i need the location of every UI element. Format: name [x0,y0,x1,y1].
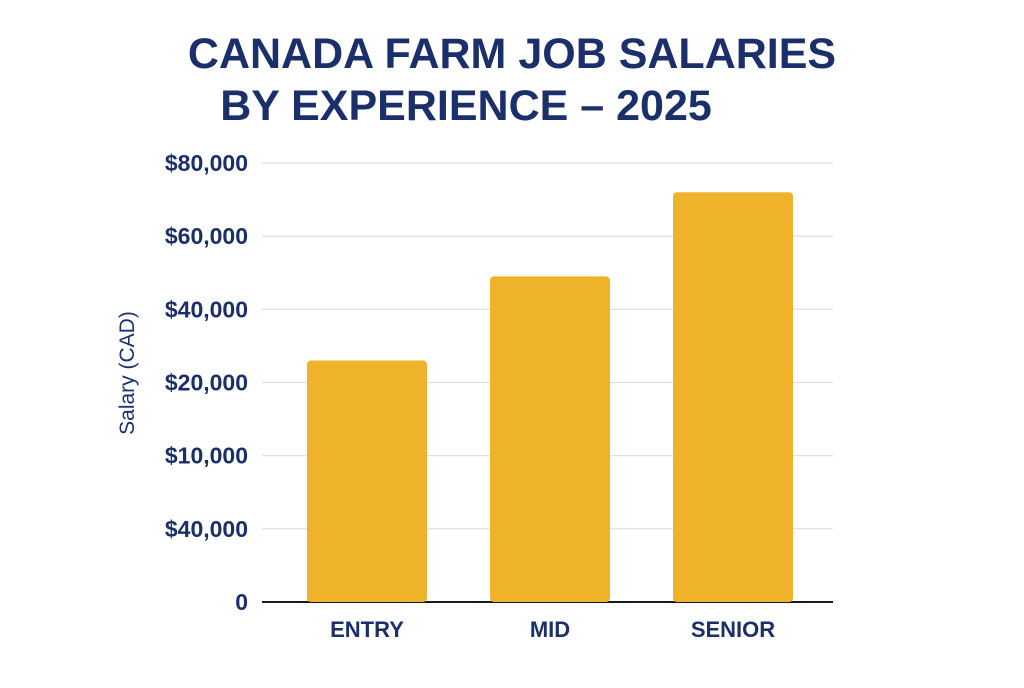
y-tick-label: $20,000 [165,370,248,396]
y-axis-label: Salary (CAD) [116,311,139,435]
chart-title-line-1: CANADA FARM JOB SALARIES [188,30,836,78]
y-tick-label: $80,000 [165,150,248,176]
x-tick-label: ENTRY [330,617,404,642]
y-tick-label: $60,000 [165,223,248,249]
bar-entry [307,360,427,602]
y-tick-label: 0 [235,589,248,615]
bar-senior [673,192,793,602]
y-tick-label: $10,000 [165,443,248,469]
y-tick-label: $40,000 [165,516,248,542]
bar-mid [490,276,610,602]
x-tick-label: MID [530,617,570,642]
chart-title-line-2: BY EXPERIENCE – 2025 [220,82,712,130]
y-tick-label: $40,000 [165,296,248,322]
x-tick-label: SENIOR [691,617,775,642]
